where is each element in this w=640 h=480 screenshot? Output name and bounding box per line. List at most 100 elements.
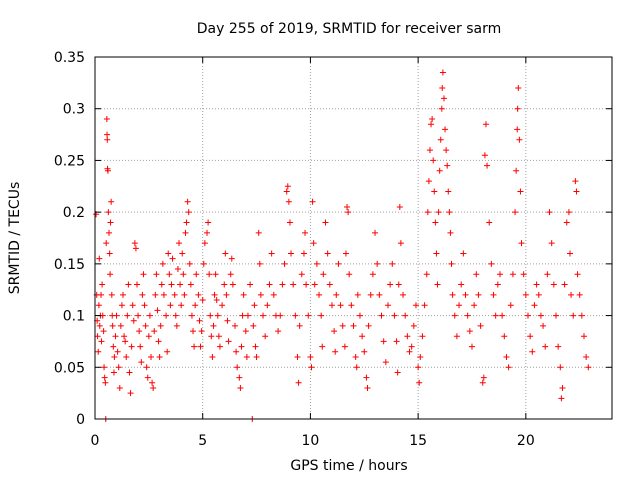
data-point: [311, 281, 318, 288]
data-point: [558, 395, 565, 402]
data-point: [253, 353, 260, 360]
data-point: [507, 302, 514, 309]
data-point: [308, 364, 315, 371]
data-point: [128, 343, 135, 350]
data-point: [480, 374, 487, 381]
data-point: [198, 328, 205, 335]
data-point: [286, 219, 293, 226]
data-point: [221, 281, 228, 288]
data-point: [501, 333, 508, 340]
data-point: [527, 333, 534, 340]
data-point: [425, 178, 432, 185]
data-point: [372, 229, 379, 236]
data-point: [394, 369, 401, 376]
data-point: [103, 240, 110, 247]
data-point: [233, 348, 240, 355]
data-point: [353, 364, 360, 371]
data-point: [458, 281, 465, 288]
data-point: [322, 219, 329, 226]
data-point: [324, 250, 331, 257]
x-tick-label: 15: [409, 433, 427, 449]
data-point: [434, 281, 441, 288]
data-point: [350, 322, 357, 329]
data-point: [348, 302, 355, 309]
data-point: [522, 291, 529, 298]
data-point: [115, 364, 122, 371]
data-point: [244, 312, 251, 319]
data-point: [475, 291, 482, 298]
data-point: [167, 302, 174, 309]
data-point: [140, 271, 147, 278]
data-point: [268, 250, 275, 257]
data-point: [179, 250, 186, 257]
data-point: [442, 126, 449, 133]
data-point: [302, 229, 309, 236]
data-point: [391, 312, 398, 319]
data-point: [298, 271, 305, 278]
data-point: [240, 291, 247, 298]
data-point: [580, 333, 587, 340]
data-point: [339, 322, 346, 329]
chart-title: Day 255 of 2019, SRMTID for receiver sar…: [197, 21, 501, 37]
data-point: [236, 374, 243, 381]
data-point: [499, 312, 506, 319]
data-point: [331, 328, 338, 335]
data-point: [524, 312, 531, 319]
data-point: [540, 322, 547, 329]
data-point: [129, 302, 136, 309]
data-point: [242, 328, 249, 335]
data-point: [445, 188, 452, 195]
data-point: [397, 240, 404, 247]
data-point: [284, 183, 291, 190]
data-point: [205, 219, 212, 226]
x-tick-label: 20: [517, 433, 535, 449]
data-point: [473, 271, 480, 278]
data-point: [389, 260, 396, 267]
y-tick-label: 0.15: [54, 257, 85, 273]
data-point: [155, 338, 162, 345]
data-point: [374, 260, 381, 267]
data-point: [283, 188, 290, 195]
data-point: [138, 359, 145, 366]
data-point: [316, 291, 323, 298]
data-point: [214, 312, 221, 319]
data-point: [130, 317, 137, 324]
data-point: [156, 353, 163, 360]
data-point: [342, 250, 349, 257]
data-point: [364, 384, 371, 391]
data-point: [196, 317, 203, 324]
data-point: [234, 364, 241, 371]
data-point: [183, 219, 190, 226]
data-point: [184, 198, 191, 205]
data-point: [266, 281, 273, 288]
data-point: [123, 353, 130, 360]
data-point: [270, 291, 277, 298]
data-point: [416, 379, 423, 386]
y-tick-label: 0.25: [54, 153, 85, 169]
data-point: [451, 312, 458, 319]
x-axis-title: GPS time / hours: [290, 458, 407, 474]
data-point: [443, 147, 450, 154]
x-tick-label: 10: [302, 433, 320, 449]
data-point: [239, 312, 246, 319]
data-point: [435, 209, 442, 216]
data-point: [152, 291, 159, 298]
data-point: [110, 369, 117, 376]
data-point: [206, 271, 213, 278]
data-point: [344, 203, 351, 210]
data-point: [533, 281, 540, 288]
data-point: [563, 219, 570, 226]
data-point: [143, 364, 150, 371]
data-point: [309, 198, 316, 205]
data-point: [437, 136, 444, 143]
data-point: [169, 255, 176, 262]
data-point: [227, 271, 234, 278]
data-point: [150, 384, 157, 391]
data-point: [201, 240, 208, 247]
data-point: [208, 333, 215, 340]
y-tick-label: 0.1: [63, 309, 85, 325]
data-point: [285, 198, 292, 205]
data-point: [95, 302, 102, 309]
data-point: [552, 312, 559, 319]
data-point: [132, 245, 139, 252]
